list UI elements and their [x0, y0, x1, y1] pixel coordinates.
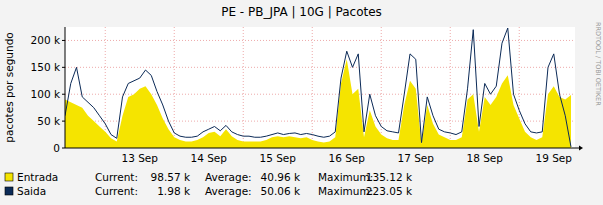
legend-stat-label: Current:: [95, 171, 138, 183]
title: PE - PB_JPA | 10G | Pacotes: [221, 5, 382, 19]
y-tick-label: 0: [53, 142, 60, 154]
plot-background: [65, 27, 575, 148]
legend-stat-value: 135.12 k: [366, 171, 413, 183]
legend-stat-value: 50.06 k: [261, 185, 301, 197]
legend-swatch: [5, 187, 13, 195]
grid-line: [174, 27, 175, 148]
x-tick-label: 15 Sep: [260, 152, 297, 164]
grid-line: [65, 40, 575, 41]
legend-stat-label: Current:: [95, 185, 138, 197]
y-tick-label: 200 k: [31, 34, 61, 46]
legend-stat-value: 40.96 k: [261, 171, 301, 183]
x-tick-label: 19 Sep: [536, 152, 573, 164]
x-tick-label: 18 Sep: [467, 152, 504, 164]
legend-label: Entrada: [17, 171, 58, 183]
legend-stat-label: Average:: [205, 171, 252, 183]
legend-stat-value: 223.05 k: [366, 185, 413, 197]
chart: PE - PB_JPA | 10G | Pacotes pacotes por s…: [0, 0, 603, 205]
legend-stat-label: Average:: [205, 185, 252, 197]
legend-stat-value: 1.98 k: [157, 185, 191, 197]
y-axis-label: pacotes por segundo: [3, 32, 15, 142]
legend-stat-value: 98.57 k: [151, 171, 191, 183]
y-tick-label: 100 k: [31, 88, 61, 100]
grid-line: [243, 27, 244, 148]
x-tick-label: 17 Sep: [398, 152, 435, 164]
x-axis: [65, 148, 579, 149]
axis-arrow: [579, 146, 583, 151]
legend-swatch: [5, 173, 13, 181]
grid-line: [381, 27, 382, 148]
x-tick-label: 16 Sep: [329, 152, 366, 164]
grid-line: [450, 27, 451, 148]
y-axis: [65, 27, 66, 148]
y-tick-label: 150 k: [31, 61, 61, 73]
area-series: [65, 59, 571, 148]
plot-area: [65, 28, 571, 148]
grid-line: [312, 27, 313, 148]
legend-label: Saida: [17, 185, 46, 197]
line-series: [65, 28, 571, 147]
x-tick-label: 14 Sep: [191, 152, 228, 164]
x-tick-label: 13 Sep: [122, 152, 159, 164]
y-tick-label: 50 k: [37, 115, 61, 127]
grid-line: [105, 27, 106, 148]
watermark: RRDTOOL / TOBI OETIKER: [594, 22, 602, 106]
